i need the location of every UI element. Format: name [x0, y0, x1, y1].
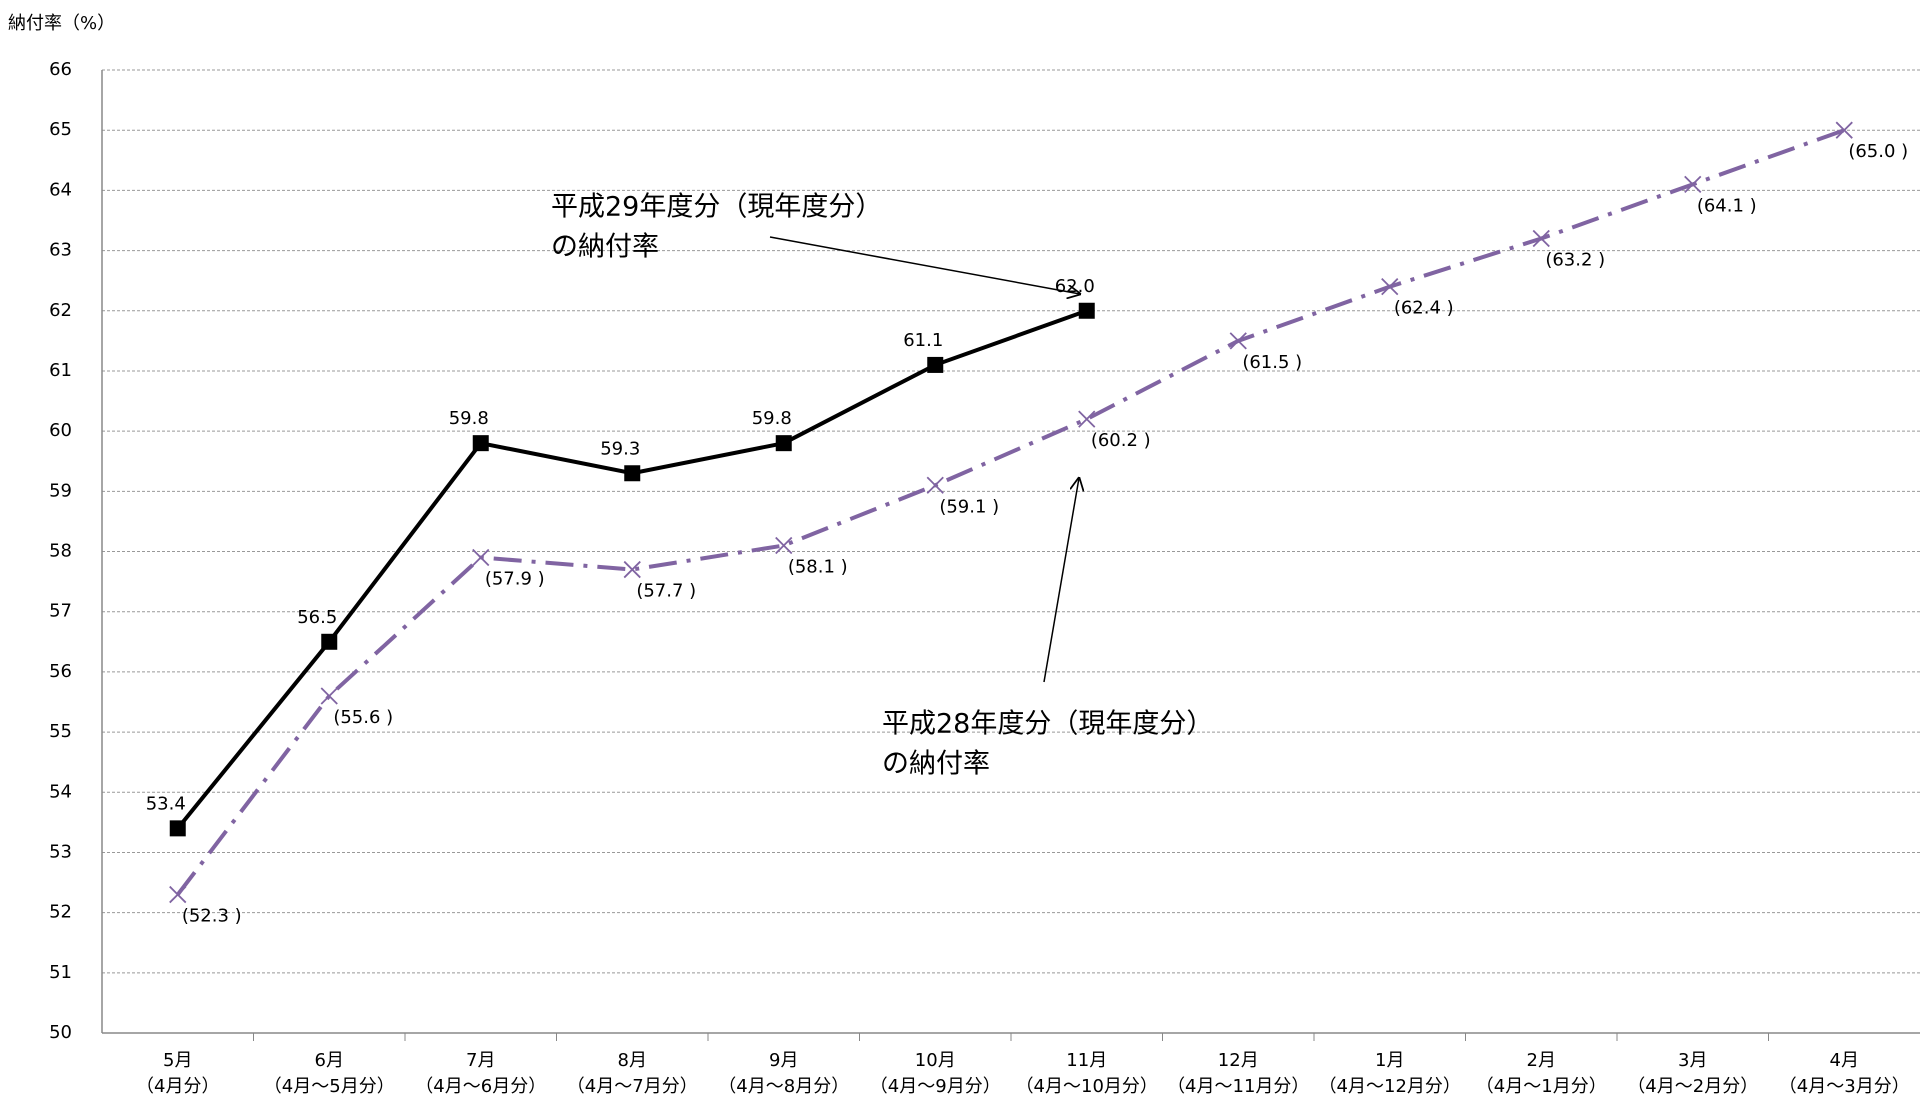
- marker: [169, 820, 186, 837]
- marker: [169, 885, 187, 904]
- y-tick-label: 54: [49, 781, 72, 802]
- y-tick-label: 58: [49, 541, 72, 562]
- x-tick-sublabel: （4月～5月分）: [264, 1076, 395, 1097]
- y-tick-label: 59: [49, 480, 72, 501]
- x-tick-label: 10月: [915, 1050, 956, 1071]
- data-label: (64.1 ): [1697, 195, 1757, 216]
- annotation: の納付率: [551, 232, 659, 263]
- data-label: 59.8: [449, 408, 489, 429]
- marker: [1532, 229, 1550, 248]
- annotation: 平成28年度分（現年度分）: [882, 709, 1213, 740]
- annotation: の納付率: [882, 749, 990, 780]
- y-tick-label: 64: [49, 179, 72, 200]
- data-label: (55.6 ): [333, 707, 393, 728]
- marker: [926, 476, 944, 494]
- x-tick-label: 9月: [769, 1050, 798, 1071]
- x-tick-label: 4月: [1830, 1050, 1859, 1071]
- marker: [927, 356, 944, 373]
- y-tick-label: 55: [49, 721, 72, 742]
- x-tick-label: 12月: [1218, 1050, 1259, 1071]
- series-line: [176, 128, 1845, 896]
- data-label: 59.3: [600, 438, 640, 459]
- y-tick-label: 50: [49, 1022, 72, 1043]
- x-tick-label: 5月: [163, 1050, 192, 1071]
- x-tick-label: 7月: [466, 1050, 495, 1071]
- x-tick-label: 6月: [315, 1050, 344, 1071]
- data-label: 61.1: [903, 330, 943, 351]
- y-tick-label: 61: [49, 360, 72, 381]
- y-tick-label: 57: [49, 601, 72, 622]
- x-tick-sublabel: （4月～9月分）: [870, 1076, 1001, 1097]
- marker: [1835, 121, 1853, 139]
- annotation: 平成29年度分（現年度分）: [551, 192, 882, 223]
- x-tick-label: 8月: [618, 1050, 647, 1071]
- marker: [320, 687, 338, 705]
- marker: [1078, 410, 1096, 428]
- x-tick-label: 2月: [1527, 1050, 1556, 1071]
- x-tick-sublabel: （4月～8月分）: [718, 1076, 849, 1097]
- data-label: 59.8: [752, 408, 792, 429]
- y-tick-label: 65: [49, 119, 72, 140]
- y-tick-label: 63: [49, 240, 72, 261]
- marker: [623, 560, 641, 579]
- x-tick-label: 1月: [1375, 1050, 1404, 1071]
- y-tick-label: 66: [49, 59, 72, 80]
- x-tick-sublabel: （4月～1月分）: [1476, 1076, 1607, 1097]
- data-label: (65.0 ): [1848, 141, 1908, 162]
- marker: [472, 548, 490, 567]
- marker: [1684, 175, 1702, 193]
- y-axis-label: 納付率（%）: [8, 13, 115, 34]
- x-tick-sublabel: （4月～2月分）: [1627, 1076, 1758, 1097]
- y-tick-label: 53: [49, 841, 72, 862]
- marker: [775, 435, 792, 452]
- marker: [1229, 332, 1247, 350]
- marker: [775, 536, 793, 555]
- x-tick-sublabel: （4月～3月分）: [1779, 1076, 1910, 1097]
- marker: [624, 465, 641, 482]
- x-tick-sublabel: （4月～10月分）: [1016, 1076, 1158, 1097]
- annotation-arrow: [769, 236, 1080, 294]
- data-label: (57.7 ): [636, 581, 696, 602]
- x-tick-sublabel: （4月～12月分）: [1319, 1076, 1461, 1097]
- data-label: (52.3 ): [182, 906, 242, 927]
- data-label: (58.1 ): [788, 556, 848, 577]
- y-tick-label: 60: [49, 420, 72, 441]
- data-label: (61.5 ): [1242, 352, 1302, 373]
- marker: [472, 435, 489, 452]
- x-tick-label: 11月: [1066, 1050, 1107, 1071]
- marker: [1078, 302, 1095, 319]
- x-tick-label: 3月: [1678, 1050, 1707, 1071]
- x-tick-sublabel: （4月分）: [136, 1076, 219, 1097]
- data-label: (60.2 ): [1091, 430, 1151, 451]
- data-label: (57.9 ): [485, 569, 545, 590]
- y-tick-label: 62: [49, 300, 72, 321]
- x-tick-sublabel: （4月～11月分）: [1167, 1076, 1309, 1097]
- marker: [321, 633, 338, 650]
- data-label: 56.5: [297, 607, 337, 628]
- data-label: (63.2 ): [1545, 250, 1605, 271]
- data-label: (62.4 ): [1394, 298, 1454, 319]
- data-label: (59.1 ): [939, 496, 999, 517]
- data-label: 53.4: [146, 793, 186, 814]
- y-tick-label: 52: [49, 902, 72, 923]
- y-tick-label: 56: [49, 661, 72, 682]
- x-tick-sublabel: （4月～7月分）: [567, 1076, 698, 1097]
- annotation-arrow: [1043, 478, 1079, 683]
- marker: [1381, 278, 1399, 296]
- y-tick-label: 51: [49, 962, 72, 983]
- x-tick-sublabel: （4月～6月分）: [415, 1076, 546, 1097]
